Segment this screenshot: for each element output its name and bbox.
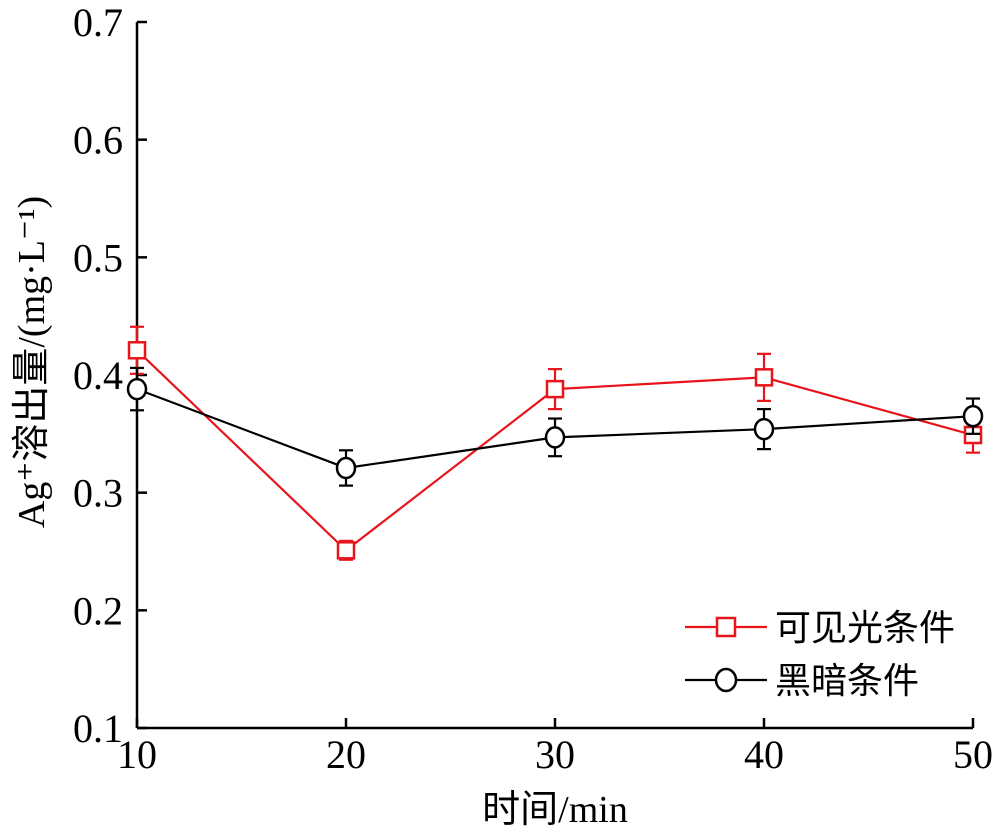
data-point — [753, 417, 775, 441]
x-tick-label: 10 — [117, 732, 157, 777]
legend-item: 黑暗条件 — [685, 661, 919, 702]
y-axis-title: Ag⁺溶出量/(mg·L⁻¹) — [11, 196, 53, 528]
x-axis-title: 时间/min — [482, 789, 628, 831]
legend-swatch-marker — [714, 667, 738, 693]
data-point — [336, 541, 356, 560]
data-point — [544, 426, 566, 449]
y-tick-label: 0.4 — [73, 353, 123, 398]
series-square — [127, 325, 983, 561]
legend-item: 可见光条件 — [685, 608, 955, 649]
series-circle — [126, 366, 984, 487]
data-point — [126, 377, 148, 401]
x-tick-label: 20 — [326, 732, 366, 777]
legend-label: 可见光条件 — [775, 608, 955, 649]
data-point — [962, 404, 984, 428]
y-tick-label: 0.7 — [73, 0, 123, 45]
x-tick-label: 50 — [953, 732, 993, 777]
data-point — [335, 456, 357, 480]
data-point — [754, 368, 774, 387]
legend-swatch-marker — [715, 616, 737, 638]
data-point — [545, 379, 565, 399]
x-tick-label: 40 — [744, 732, 784, 777]
y-tick-label: 0.1 — [73, 706, 123, 751]
data-point — [127, 341, 147, 360]
y-tick-label: 0.3 — [73, 471, 123, 516]
y-tick-label: 0.5 — [73, 235, 123, 280]
series-layer — [126, 325, 984, 561]
y-tick-label: 0.6 — [73, 118, 123, 163]
legend-label: 黑暗条件 — [775, 661, 919, 702]
y-tick-label: 0.2 — [73, 588, 123, 633]
x-tick-label: 30 — [535, 732, 575, 777]
axes: 0.1 0.2 0.3 0.4 0.5 0.6 0.7 10 20 30 40 50 — [73, 0, 993, 777]
